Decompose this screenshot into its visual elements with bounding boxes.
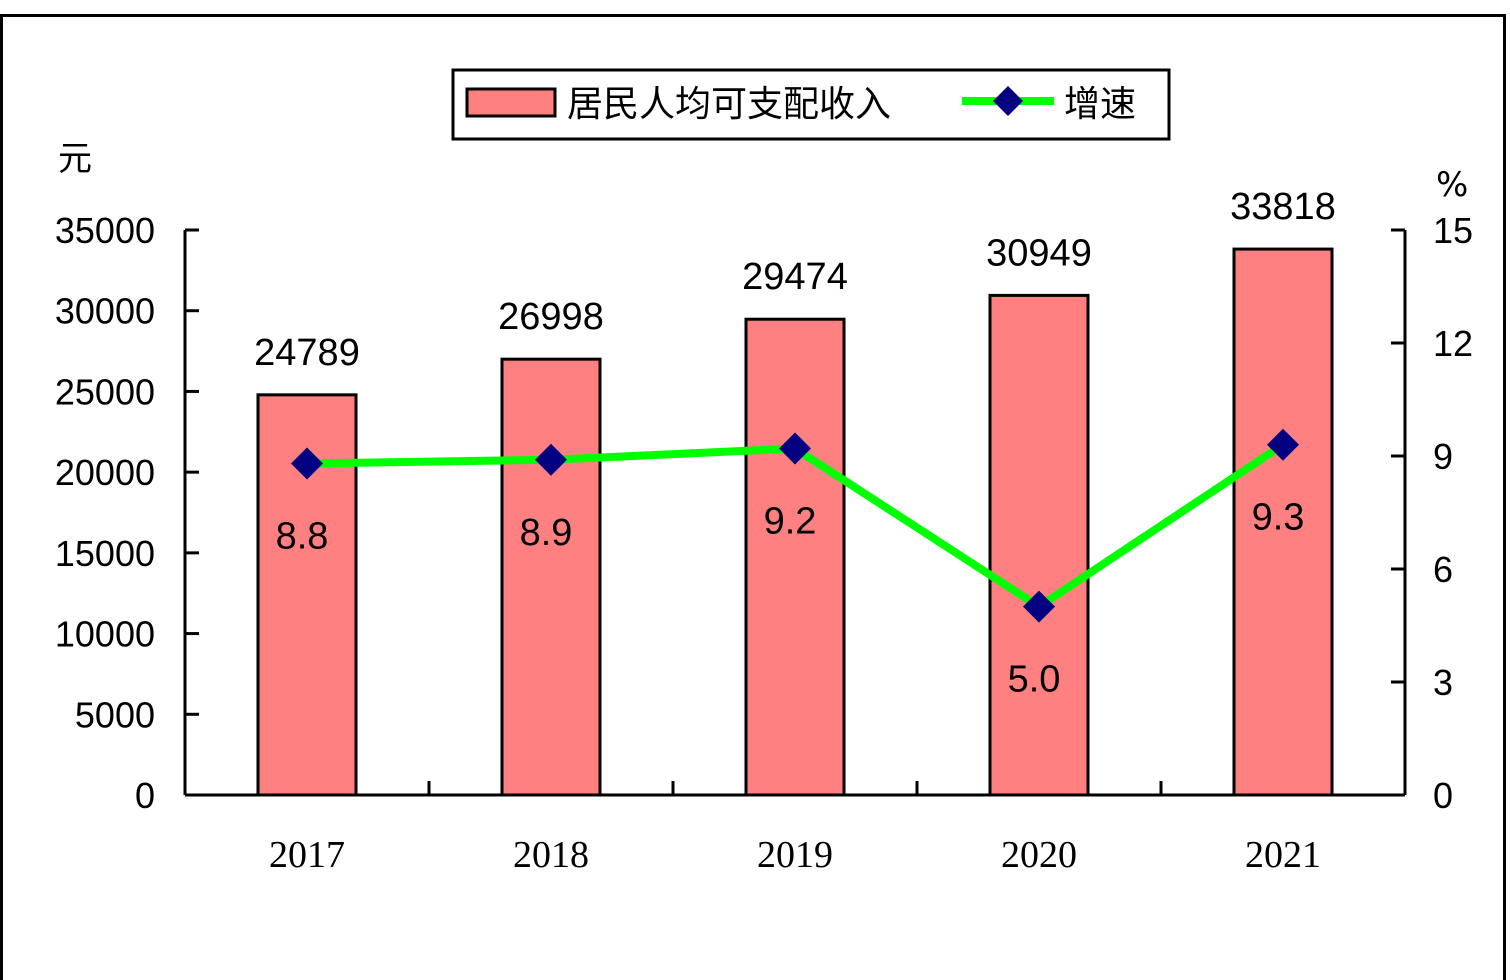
legend-line-marker [993,86,1023,116]
x-category-label: 2020 [1001,834,1077,876]
bar-2019 [744,317,846,797]
chart-frame [0,14,1506,980]
y-right-tick-label: 9 [1433,436,1453,477]
legend: 居民人均可支配收入 增速 [451,68,1171,141]
y-left-tick-label: 0 [135,775,155,816]
bar-value-label: 24789 [254,332,360,374]
x-category-label: 2021 [1245,834,1321,876]
bar-labels: 24789 26998 29474 30949 33818 [254,186,1336,374]
y-left-tick-label: 15000 [55,533,155,574]
growth-value-label: 5.0 [1008,659,1061,701]
y-right-tick-label: 6 [1433,549,1453,590]
growth-value-label: 9.3 [1252,497,1305,539]
growth-marker-2017 [291,447,323,480]
growth-value-label: 9.2 [764,500,817,542]
bar-2020 [988,293,1090,797]
growth-marker-2019 [779,432,811,465]
bar-value-label: 26998 [498,296,604,338]
x-category-label: 2018 [513,834,589,876]
y-left-tick-label: 30000 [55,291,155,332]
legend-bar-label: 居民人均可支配收入 [567,84,891,125]
y-right-ticks: 0 3 6 9 12 15 [1391,210,1473,816]
x-category-label: 2017 [269,834,345,876]
y-right-unit: % [1436,165,1468,205]
legend-bar-swatch [465,87,557,118]
y-left-tick-label: 10000 [55,614,155,655]
y-left-tick-label: 25000 [55,371,155,412]
y-left-tick-label: 20000 [55,452,155,493]
growth-value-label: 8.9 [520,512,573,554]
bar-value-label: 33818 [1230,186,1336,228]
y-right-tick-label: 12 [1433,323,1473,364]
bar-value-label: 30949 [986,232,1092,274]
x-ticks [427,781,1163,795]
y-right-tick-label: 15 [1433,210,1473,251]
x-category-label: 2019 [757,834,833,876]
y-left-tick-label: 35000 [55,210,155,251]
growth-marker-2021 [1267,428,1299,461]
bar-2021 [1232,247,1334,797]
growth-labels: 8.8 8.9 9.2 5.0 9.3 [276,497,1305,701]
y-left-ticks: 0 5000 10000 15000 20000 25000 30000 35000 [55,210,199,816]
y-right-tick-label: 0 [1433,775,1453,816]
legend-line-label: 增速 [1064,84,1136,125]
growth-value-label: 8.8 [276,516,329,558]
y-left-tick-label: 5000 [75,694,155,735]
y-left-unit: 元 [58,139,92,179]
year-labels: 2017 2018 2019 2020 2021 [269,834,1321,876]
growth-marker-2018 [535,443,567,476]
y-right-tick-label: 3 [1433,662,1453,703]
growth-line-layer [291,428,1299,623]
bar-2018 [500,357,602,797]
growth-marker-2020 [1023,590,1055,623]
bar-value-label: 29474 [742,256,848,298]
